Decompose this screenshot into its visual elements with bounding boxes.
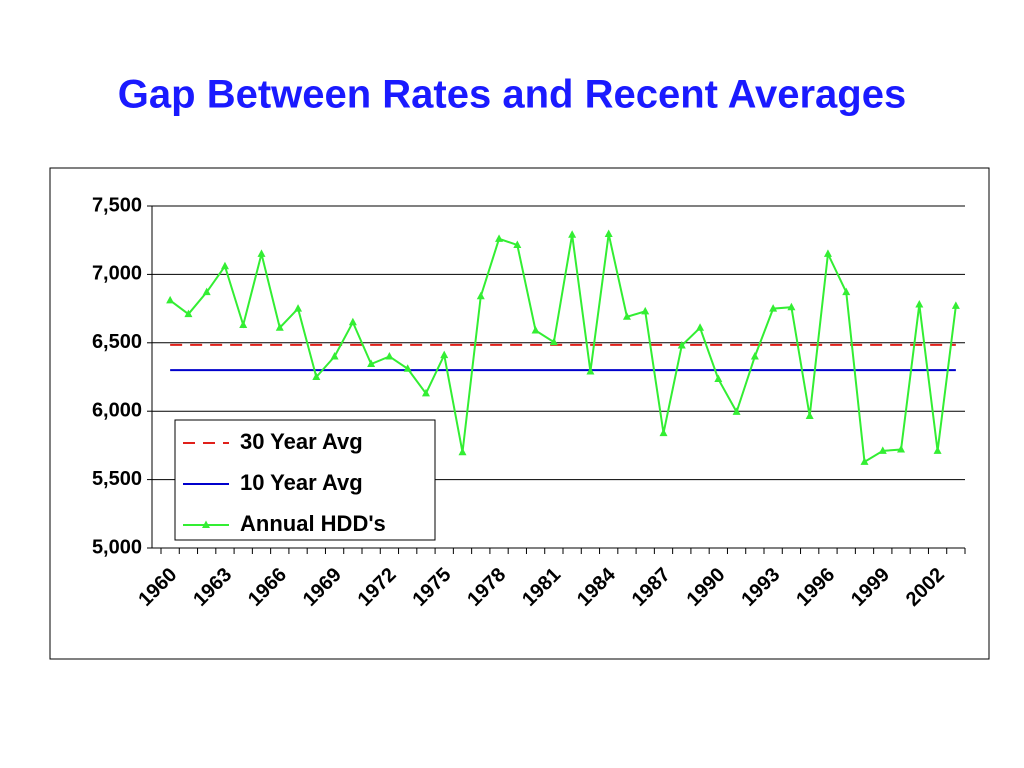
data-point: [421, 388, 430, 397]
data-point: [549, 337, 558, 346]
data-point: [367, 359, 376, 368]
data-point: [860, 457, 869, 465]
x-tick-label: 1978: [463, 564, 510, 611]
x-tick-label: 1960: [134, 564, 181, 611]
y-tick-label: 7,500: [92, 194, 142, 216]
data-point: [769, 304, 778, 312]
data-point: [513, 240, 522, 248]
legend-label: 10 Year Avg: [240, 470, 363, 495]
data-point: [933, 446, 942, 454]
x-tick-label: 1963: [189, 564, 236, 611]
data-point: [495, 234, 504, 242]
y-tick-label: 6,500: [92, 331, 142, 353]
data-point: [476, 291, 485, 300]
data-point: [568, 230, 577, 238]
data-point: [915, 299, 924, 308]
data-point: [750, 351, 759, 360]
data-point: [787, 302, 796, 311]
chart-frame: [49, 167, 990, 660]
data-point: [805, 411, 814, 419]
data-point: [440, 350, 449, 359]
data-point: [659, 428, 668, 437]
data-point: [257, 249, 266, 257]
series-line: [169, 233, 957, 464]
legend-label: 30 Year Avg: [240, 429, 363, 454]
legend-box: [174, 419, 436, 541]
x-tick-label: 1993: [737, 564, 784, 611]
data-point: [714, 374, 723, 383]
data-point: [641, 306, 650, 315]
data-point: [897, 445, 906, 453]
data-point: [604, 229, 613, 238]
data-point: [696, 323, 705, 331]
data-point: [330, 351, 339, 360]
data-point: [531, 325, 540, 334]
chart-title: Gap Between Rates and Recent Averages: [118, 73, 906, 117]
x-tick-label: 1981: [518, 564, 565, 611]
x-tick-label: 1969: [299, 564, 346, 611]
data-point: [878, 446, 887, 454]
y-tick-label: 5,500: [92, 468, 142, 490]
data-point: [294, 304, 303, 312]
data-point: [385, 351, 394, 360]
data-point: [622, 312, 631, 320]
data-point: [275, 323, 284, 331]
data-point: [348, 317, 357, 326]
data-point: [312, 372, 321, 380]
x-tick-label: 1972: [354, 564, 401, 611]
data-point: [239, 320, 248, 329]
data-point: [732, 407, 741, 415]
data-point: [458, 447, 467, 456]
data-point: [951, 301, 960, 309]
x-tick-label: 1996: [792, 564, 839, 611]
legend-label: Annual HDD's: [240, 511, 386, 536]
x-tick-label: 1984: [573, 563, 621, 611]
y-tick-label: 6,000: [92, 399, 142, 421]
y-tick-label: 5,000: [92, 536, 142, 558]
x-tick-label: 1990: [683, 564, 730, 611]
data-point: [586, 367, 595, 375]
data-point: [220, 261, 229, 270]
x-tick-label: 1975: [408, 564, 455, 611]
y-tick-label: 7,000: [92, 263, 142, 285]
x-tick-label: 2002: [902, 564, 949, 611]
data-point: [202, 287, 211, 296]
data-point: [677, 341, 686, 349]
data-point: [842, 287, 851, 296]
x-tick-label: 1966: [244, 564, 291, 611]
data-point: [403, 364, 412, 372]
x-tick-label: 1987: [628, 564, 675, 611]
data-point: [823, 249, 832, 257]
data-point: [184, 309, 193, 318]
legend-marker: [202, 520, 210, 528]
x-tick-label: 1999: [847, 564, 894, 611]
data-point: [166, 295, 175, 304]
